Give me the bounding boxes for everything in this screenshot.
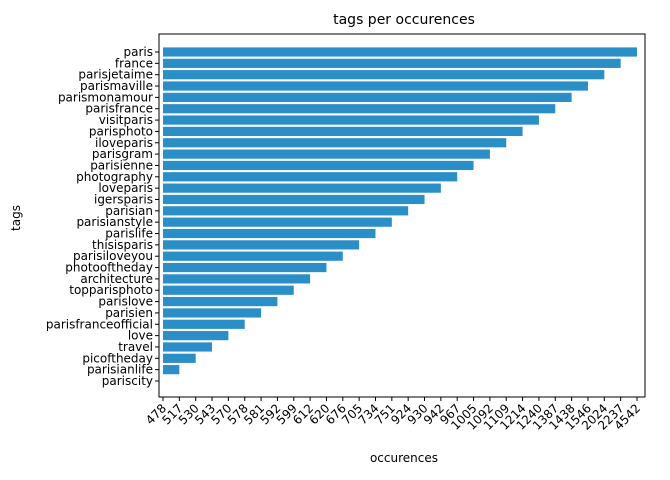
y-tick-label: photography [76, 170, 153, 184]
bar [163, 160, 474, 171]
y-tick-label: parislife [105, 227, 153, 241]
y-tick-label: parismaville [80, 79, 153, 93]
y-tick-label: parismonamour [58, 90, 153, 104]
y-tick-label: thisisparis [92, 238, 153, 252]
bar [163, 365, 180, 375]
bar [163, 274, 311, 284]
bar [163, 47, 637, 57]
y-tick-label: loveparis [98, 181, 153, 195]
y-tick-label: parisfranceofficial [46, 317, 153, 331]
bar [163, 319, 245, 329]
plot-frame [158, 33, 646, 398]
bar [163, 194, 425, 205]
y-tick-label: parisianlife [87, 363, 153, 377]
y-tick-label: pariscity [102, 374, 153, 388]
y-tick-label: parislove [98, 295, 153, 309]
y-tick-label: parisphoto [89, 124, 153, 138]
bar [163, 149, 490, 159]
bar [163, 58, 621, 68]
bar [163, 206, 409, 216]
y-tick-label: parisfrance [85, 102, 153, 116]
bar [163, 183, 441, 193]
y-tick-label: parisienne [90, 158, 153, 172]
x-axis-label: occurences [370, 451, 438, 465]
bar [163, 217, 392, 227]
y-tick-label: parisiloveyou [73, 249, 153, 263]
y-tick-label: igersparis [94, 192, 153, 206]
bar [163, 172, 458, 182]
bar [163, 138, 507, 148]
bar [163, 331, 229, 341]
bar [163, 285, 294, 295]
bar [163, 104, 556, 114]
bar [163, 251, 343, 261]
bar [163, 342, 213, 352]
bar [163, 353, 196, 363]
y-tick-label: travel [118, 340, 153, 354]
y-tick-label: parisgram [92, 147, 153, 161]
bar [163, 92, 572, 102]
y-tick-label: parisien [105, 306, 153, 320]
chart-title: tags per occurences [333, 12, 475, 28]
y-tick-label: love [128, 329, 153, 343]
bar [163, 308, 262, 318]
bar [163, 240, 360, 250]
y-tick-label: parisian [105, 204, 153, 218]
y-tick-label: picoftheday [82, 351, 153, 365]
y-tick-label: architecture [80, 272, 153, 286]
y-tick-label: topparisphoto [69, 283, 153, 297]
bar [163, 296, 278, 307]
bar [163, 228, 376, 239]
bar [163, 126, 523, 137]
y-tick-label: france [115, 56, 153, 70]
y-tick-label: iloveparis [95, 136, 153, 150]
y-tick-label: paris [124, 45, 154, 59]
y-tick-label: parisjetaime [78, 68, 153, 82]
bar [163, 262, 327, 273]
y-tick-label: parisianstyle [76, 215, 153, 229]
bar [163, 115, 539, 125]
y-axis-label: tags [9, 205, 23, 231]
bar [163, 70, 605, 80]
y-tick-label: photooftheday [65, 261, 153, 275]
bar [163, 81, 588, 91]
y-tick-label: visitparis [99, 113, 153, 127]
